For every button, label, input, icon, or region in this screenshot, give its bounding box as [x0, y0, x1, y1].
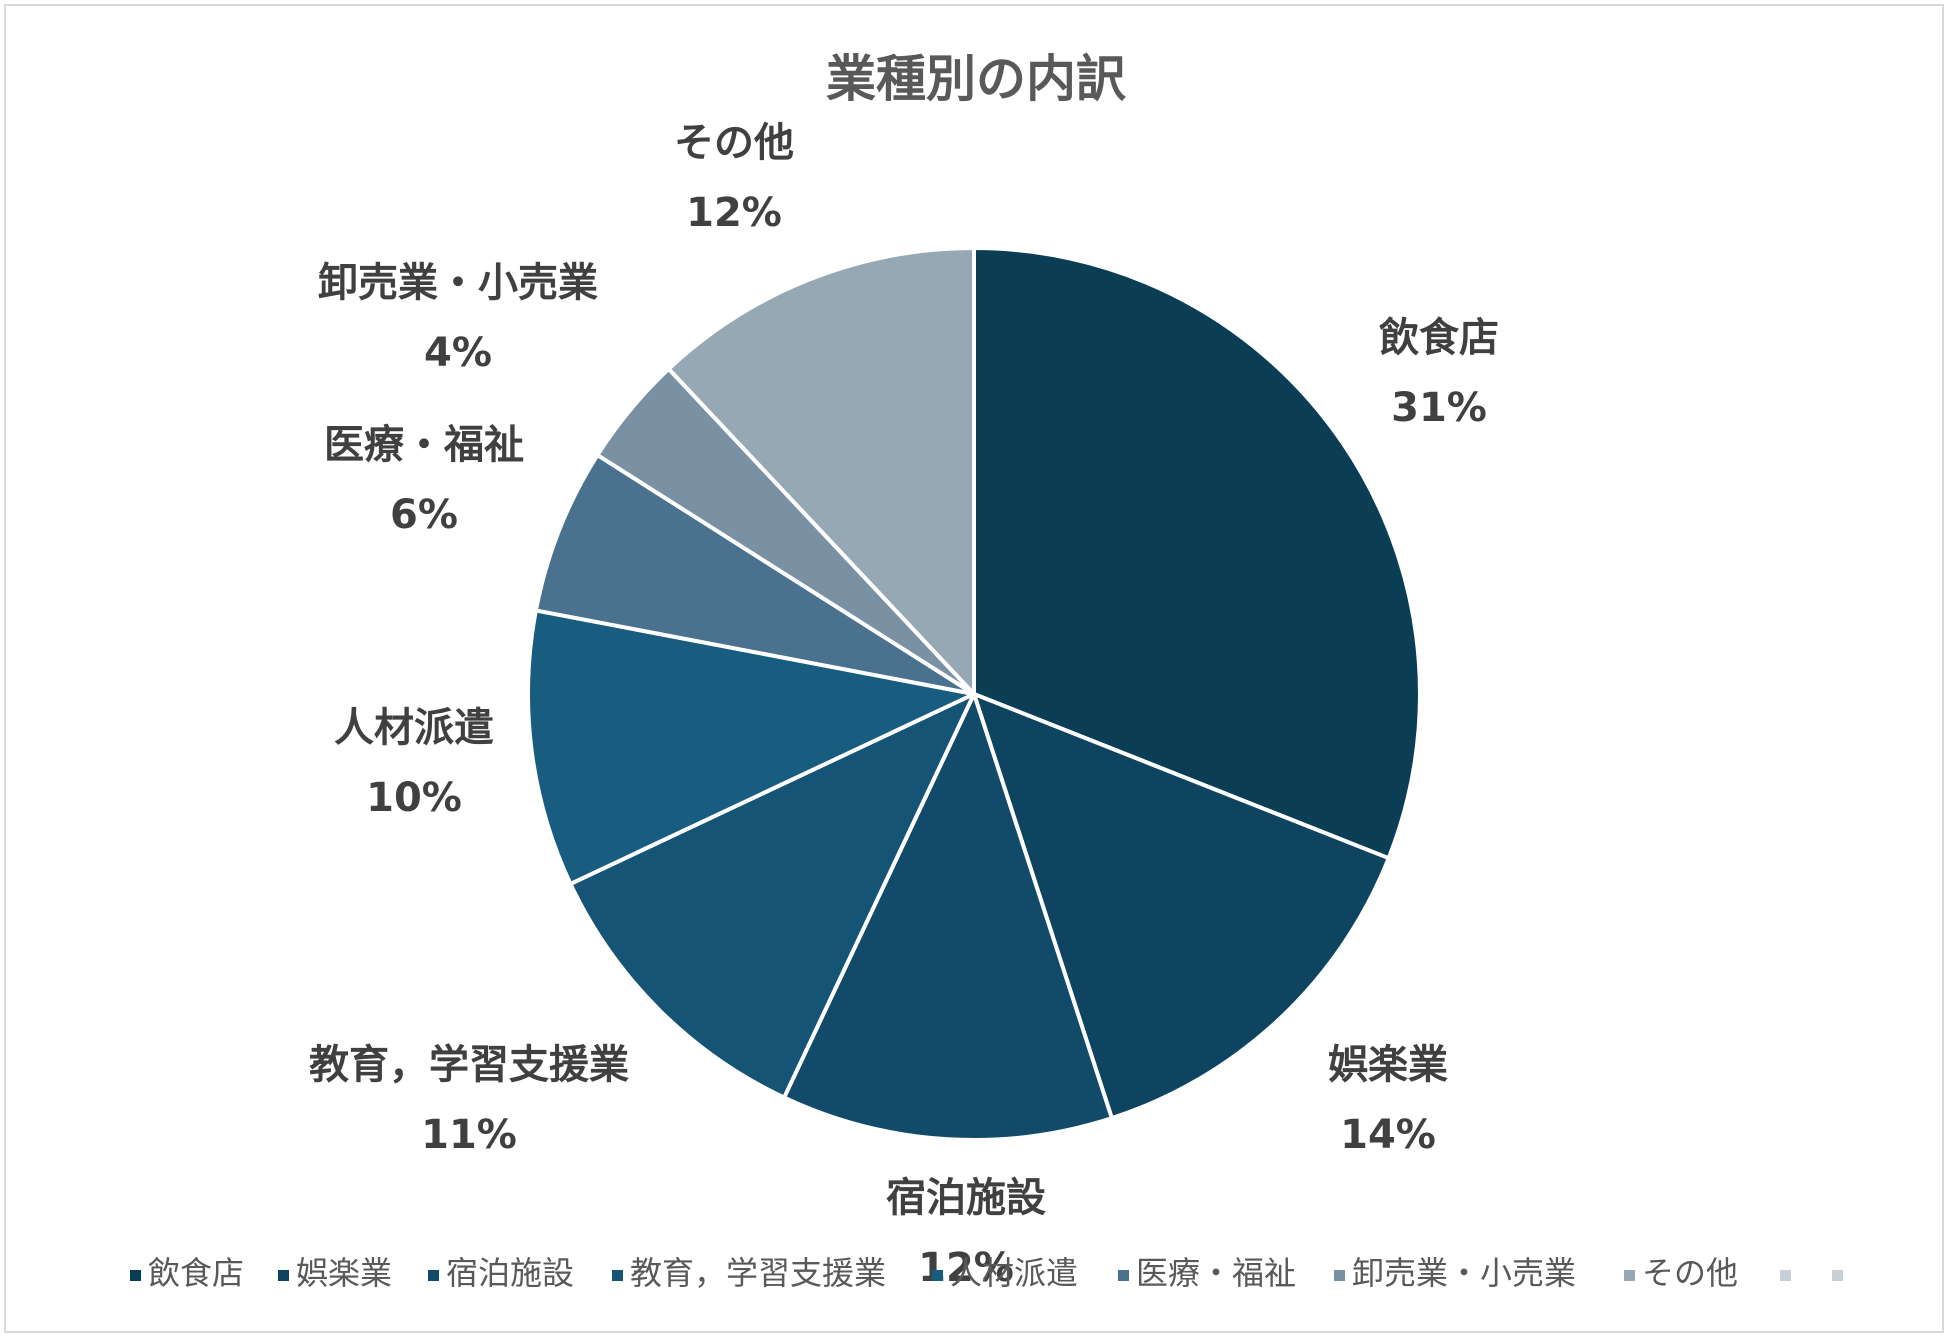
legend-swatch: [1334, 1270, 1345, 1281]
legend-label: 教育，学習支援業: [630, 1254, 886, 1292]
legend-swatch: [612, 1270, 623, 1281]
pie-chart: 業種別の内訳 飲食店 31% 娯楽業 14% 宿泊施設 12% 教育，学習支援業 11% 人材派…: [130, 50, 1843, 1292]
data-label-category: 医療・福祉: [324, 422, 524, 468]
legend-label: 飲食店: [148, 1254, 244, 1292]
data-label-category: 卸売業・小売業: [318, 260, 598, 306]
pie-slice-8: [666, 246, 976, 696]
data-label-percent: 4%: [424, 330, 492, 376]
pie-slice-6: [533, 453, 976, 696]
legend: 飲食店 娯楽業 宿泊施設 教育，学習支援業 人材派遣 医療・福祉 卸売業・小売業 その他: [130, 1254, 1843, 1292]
data-label-category: 娯楽業: [1328, 1042, 1448, 1088]
legend-item: 卸売業・小売業: [1334, 1254, 1576, 1292]
legend-swatch: [1624, 1270, 1635, 1281]
legend-swatch: [1118, 1270, 1129, 1281]
legend-label: 医療・福祉: [1136, 1254, 1296, 1292]
data-label-percent: 6%: [390, 492, 458, 538]
data-label-category: 宿泊施設: [886, 1175, 1046, 1221]
data-label-percent: 12%: [918, 1245, 1014, 1291]
data-label-category: 教育，学習支援業: [309, 1042, 629, 1088]
legend-label: 娯楽業: [296, 1254, 392, 1292]
data-label-category: その他: [674, 120, 794, 166]
chart-frame: 業種別の内訳 飲食店 31% 娯楽業 14% 宿泊施設 12% 教育，学習支援業 11% 人材派…: [4, 4, 1944, 1333]
pie-slice-1: [972, 246, 1422, 861]
data-label-category: 飲食店: [1379, 315, 1499, 361]
legend-swatch: [130, 1270, 141, 1281]
pie-slice-3: [782, 692, 1114, 1142]
data-label-category: 人材派遣: [334, 705, 494, 751]
legend-item: その他: [1624, 1254, 1738, 1292]
pie-slice-4: [568, 692, 976, 1100]
legend-label: 卸売業・小売業: [1352, 1254, 1576, 1292]
legend-item: 医療・福祉: [1118, 1254, 1296, 1292]
data-label-percent: 12%: [686, 190, 782, 236]
legend-item: 宿泊施設: [428, 1254, 574, 1292]
legend-item: 娯楽業: [278, 1254, 392, 1292]
legend-label: 人材派遣: [950, 1254, 1078, 1292]
legend-item: 飲食店: [130, 1254, 244, 1292]
legend-swatch-extra: [1832, 1270, 1843, 1281]
legend-label: 宿泊施設: [446, 1254, 574, 1292]
data-label-percent: 10%: [366, 775, 462, 821]
legend-label: その他: [1642, 1254, 1738, 1292]
pie-slices: [526, 246, 1422, 1142]
data-label-percent: 11%: [421, 1112, 517, 1158]
data-label-percent: 14%: [1340, 1112, 1436, 1158]
legend-swatch: [932, 1270, 943, 1281]
data-label-percent: 31%: [1391, 385, 1487, 431]
pie-slice-5: [526, 608, 976, 886]
legend-item: 人材派遣: [932, 1254, 1078, 1292]
legend-item: 教育，学習支援業: [612, 1254, 886, 1292]
legend-swatch: [428, 1270, 439, 1281]
data-labels: 飲食店 31% 娯楽業 14% 宿泊施設 12% 教育，学習支援業 11% 人材派遣 10% 医療・…: [309, 120, 1499, 1291]
legend-swatch: [278, 1270, 289, 1281]
chart-title: 業種別の内訳: [826, 50, 1126, 108]
legend-swatch-extra: [1780, 1270, 1791, 1281]
